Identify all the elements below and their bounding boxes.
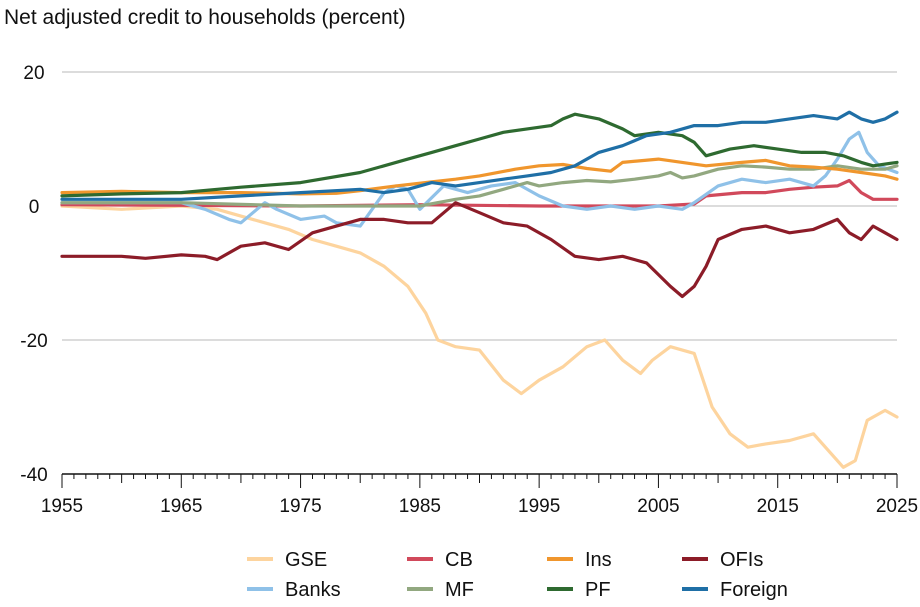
legend-item-ofis: OFIs xyxy=(682,549,763,571)
legend-label: CB xyxy=(445,549,473,571)
x-tick-label: 1965 xyxy=(160,496,202,517)
legend-item-gse: GSE xyxy=(247,549,327,571)
series-line-foreign xyxy=(60,110,899,201)
x-tick-label: 2025 xyxy=(876,496,918,517)
legend-label: Ins xyxy=(585,549,612,571)
y-tick-label: 20 xyxy=(23,63,44,84)
chart-title: Net adjusted credit to households (perce… xyxy=(4,6,406,29)
series-line-gse xyxy=(60,204,899,469)
legend-item-pf: PF xyxy=(547,579,611,601)
y-tick-label: -20 xyxy=(20,331,47,352)
legend-label: OFIs xyxy=(720,549,763,571)
x-tick-label: 1985 xyxy=(399,496,441,517)
x-tick-label: 1995 xyxy=(518,496,560,517)
legend: GSE CB Ins OFIs Banks MF PF Foreign xyxy=(247,549,788,601)
x-tick-label: 1975 xyxy=(279,496,321,517)
series-line-mf xyxy=(60,164,899,208)
series-line-ofis xyxy=(60,201,899,299)
series-line-pf xyxy=(60,112,899,198)
x-tick-label: 2015 xyxy=(757,496,799,517)
x-tick-label: 2005 xyxy=(637,496,679,517)
y-axis-tick-labels: 20 0 -20 -40 xyxy=(20,63,47,486)
x-axis: 1955 1965 1975 1985 1995 2005 2015 2025 xyxy=(41,473,918,517)
legend-item-ins: Ins xyxy=(547,549,612,571)
legend-item-cb: CB xyxy=(407,549,473,571)
series-line-banks xyxy=(60,130,899,228)
legend-label: Foreign xyxy=(720,579,788,601)
legend-label: GSE xyxy=(285,549,327,571)
y-tick-label: -40 xyxy=(20,465,47,486)
legend-label: PF xyxy=(585,579,611,601)
series-lines xyxy=(60,110,899,469)
legend-item-mf: MF xyxy=(407,579,474,601)
legend-item-foreign: Foreign xyxy=(682,579,788,601)
legend-label: MF xyxy=(445,579,474,601)
y-tick-label: 0 xyxy=(29,197,40,218)
legend-label: Banks xyxy=(285,579,341,601)
x-tick-label: 1955 xyxy=(41,496,83,517)
legend-item-banks: Banks xyxy=(247,579,341,601)
